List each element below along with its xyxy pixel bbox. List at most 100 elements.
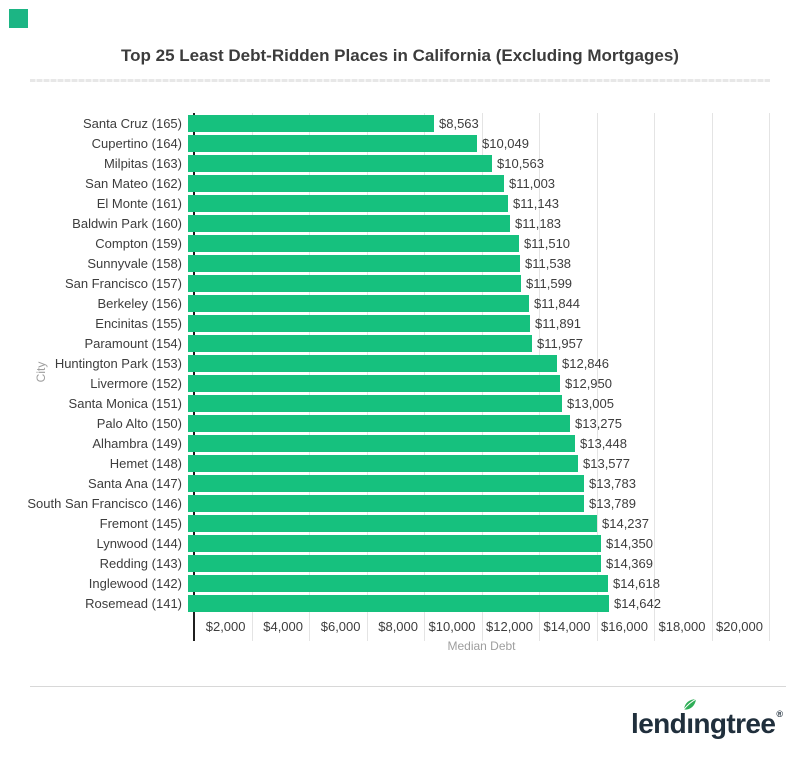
bar	[188, 214, 510, 232]
category-label: San Francisco (157)	[64, 275, 182, 291]
footer-divider	[30, 686, 786, 687]
chart-row: Compton (159) $11,510	[0, 233, 792, 253]
category-label: El Monte (161)	[96, 195, 182, 211]
x-tick-label: $14,000	[543, 619, 591, 634]
x-tick-label: $16,000	[601, 619, 648, 634]
chart-row: Santa Monica (151) $13,005	[0, 393, 792, 413]
chart-row: Cupertino (164) $10,049	[0, 133, 792, 153]
bar	[188, 314, 530, 332]
bars-container: Santa Cruz (165) $8,563 Cupertino (164) $10…	[0, 113, 792, 613]
x-tick-label: $12,000	[486, 619, 533, 634]
category-label: Inglewood (142)	[88, 575, 182, 591]
category-label: South San Francisco (146)	[27, 495, 182, 511]
gridline	[711, 113, 713, 641]
x-tick-label: $20,000	[716, 619, 763, 634]
chart-row: Palo Alto (150) $13,275	[0, 413, 792, 433]
category-label: San Mateo (162)	[85, 175, 182, 191]
leaf-icon	[683, 698, 697, 711]
value-label: $11,957	[537, 335, 584, 351]
bar	[188, 534, 601, 552]
chart-row: Berkeley (156) $11,844	[0, 293, 792, 313]
title-divider	[30, 79, 770, 82]
value-label: $10,563	[497, 155, 544, 171]
value-label: $13,005	[567, 395, 614, 411]
chart-row: Livermore (152) $12,950	[0, 373, 792, 393]
value-label: $13,448	[580, 435, 627, 451]
chart-row: San Francisco (157) $11,599	[0, 273, 792, 293]
value-label: $11,844	[534, 295, 581, 311]
chart-row: Inglewood (142) $14,618	[0, 573, 792, 593]
category-label: Compton (159)	[95, 235, 182, 251]
registered-trademark-symbol: ®	[776, 709, 783, 719]
value-label: $14,350	[606, 535, 653, 551]
category-label: Santa Monica (151)	[68, 395, 182, 411]
category-label: Fremont (145)	[99, 515, 182, 531]
chart-row: Baldwin Park (160) $11,183	[0, 213, 792, 233]
value-label: $11,003	[509, 175, 556, 191]
category-label: Paramount (154)	[84, 335, 182, 351]
category-label: Santa Ana (147)	[88, 475, 182, 491]
value-label: $13,577	[583, 455, 630, 471]
bar	[188, 574, 608, 592]
chart-row: Rosemead (141) $14,642	[0, 593, 792, 613]
value-label: $8,563	[439, 115, 479, 131]
bar	[188, 414, 570, 432]
category-label: Milpitas (163)	[103, 155, 182, 171]
chart-row: Santa Cruz (165) $8,563	[0, 113, 792, 133]
chart-row: San Mateo (162) $11,003	[0, 173, 792, 193]
bar	[188, 554, 601, 572]
value-label: $14,642	[614, 595, 661, 611]
gridline	[596, 113, 598, 641]
value-label: $11,891	[535, 315, 582, 331]
bar	[188, 514, 597, 532]
category-label: Encinitas (155)	[95, 315, 182, 331]
value-label: $13,789	[589, 495, 636, 511]
x-tick-label: $10,000	[428, 619, 476, 634]
bar	[188, 334, 532, 352]
chart-row: Hemet (148) $13,577	[0, 453, 792, 473]
bar	[188, 394, 562, 412]
chart-row: Santa Ana (147) $13,783	[0, 473, 792, 493]
value-label: $13,275	[575, 415, 622, 431]
category-label: Huntington Park (153)	[54, 355, 182, 371]
logo-letter-i: ı	[683, 698, 697, 739]
bar	[188, 154, 492, 172]
chart-title: Top 25 Least Debt-Ridden Places in Calif…	[121, 46, 679, 65]
bar	[188, 354, 557, 372]
chart-row: Paramount (154) $11,957	[0, 333, 792, 353]
chart-row: Fremont (145) $14,237	[0, 513, 792, 533]
logo-text-ngtree: ngtree	[693, 708, 776, 739]
value-label: $11,538	[525, 255, 572, 271]
gridline	[769, 113, 770, 641]
value-label: $11,143	[513, 195, 560, 211]
value-label: $10,049	[482, 135, 529, 151]
bar	[188, 474, 584, 492]
bar	[188, 494, 584, 512]
category-label: Berkeley (156)	[97, 295, 182, 311]
value-label: $14,237	[602, 515, 649, 531]
chart-row: El Monte (161) $11,143	[0, 193, 792, 213]
bar	[188, 454, 578, 472]
category-label: Palo Alto (150)	[96, 415, 182, 431]
bar	[188, 594, 609, 612]
x-tick-label: $8,000	[378, 619, 418, 634]
category-label: Baldwin Park (160)	[72, 215, 182, 231]
logo-text-i: ı	[686, 708, 694, 739]
value-label: $13,783	[589, 475, 636, 491]
category-label: Cupertino (164)	[91, 135, 182, 151]
lendingtree-logo: lend ıngtree®	[631, 698, 783, 739]
bar	[188, 274, 521, 292]
value-label: $14,618	[613, 575, 660, 591]
category-label: Rosemead (141)	[85, 595, 182, 611]
bar	[188, 114, 434, 132]
chart-row: Huntington Park (153) $12,846	[0, 353, 792, 373]
value-label: $12,846	[562, 355, 609, 371]
green-square-mark	[9, 9, 28, 28]
x-tick-label: $6,000	[320, 619, 361, 634]
bar	[188, 174, 504, 192]
value-label: $14,369	[606, 555, 653, 571]
bar	[188, 234, 519, 252]
category-label: Redding (143)	[99, 555, 182, 571]
x-axis-title: Median Debt	[447, 639, 516, 653]
bar	[188, 134, 477, 152]
